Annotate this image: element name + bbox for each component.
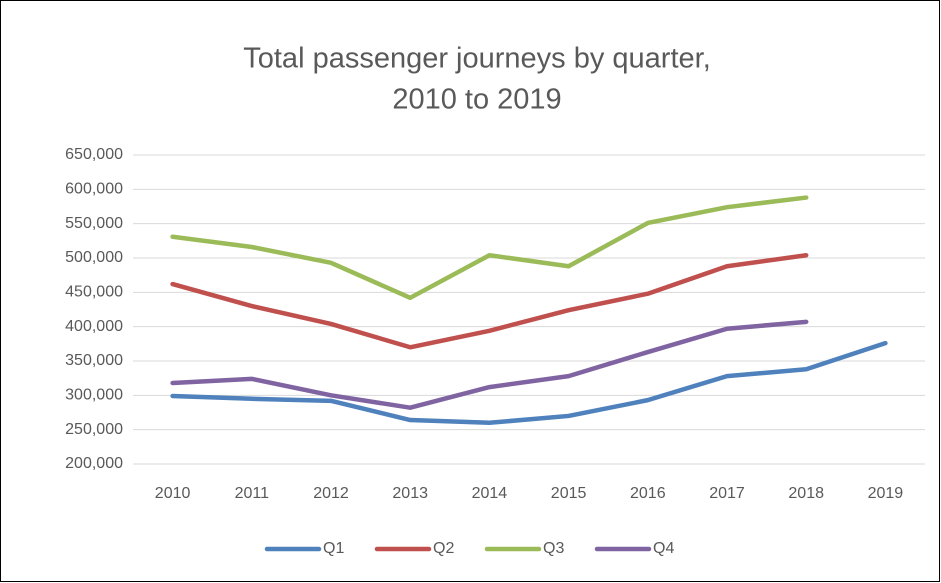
x-tick-label: 2010: [155, 485, 191, 502]
y-tick-label: 200,000: [65, 455, 123, 472]
legend-label: Q2: [433, 540, 454, 557]
series-line: [170, 319, 809, 410]
y-tick-label: 600,000: [65, 181, 123, 198]
series-line: [170, 195, 809, 301]
x-tick-label: 2018: [788, 485, 824, 502]
y-tick-label: 500,000: [65, 249, 123, 266]
y-tick-label: 350,000: [65, 352, 123, 369]
y-tick-label: 450,000: [65, 284, 123, 301]
chart-title: Total passenger journeys by quarter,: [243, 43, 711, 75]
x-tick-label: 2014: [472, 485, 508, 502]
x-tick-label: 2015: [551, 485, 587, 502]
x-tick-label: 2017: [709, 485, 745, 502]
y-tick-label: 650,000: [65, 146, 123, 163]
x-tick-label: 2016: [630, 485, 666, 502]
legend-label: Q4: [653, 540, 674, 557]
series-line: [170, 340, 888, 426]
y-tick-label: 250,000: [65, 421, 123, 438]
legend-label: Q3: [543, 540, 564, 557]
x-tick-label: 2011: [235, 485, 270, 502]
series-line: [170, 253, 809, 350]
y-tick-label: 400,000: [65, 318, 123, 335]
x-tick-label: 2019: [868, 485, 904, 502]
y-tick-label: 300,000: [65, 387, 123, 404]
y-tick-label: 550,000: [65, 215, 123, 232]
x-tick-label: 2013: [392, 485, 428, 502]
x-tick-label: 2012: [313, 485, 349, 502]
chart-title: 2010 to 2019: [392, 84, 561, 116]
legend-label: Q1: [323, 540, 344, 557]
